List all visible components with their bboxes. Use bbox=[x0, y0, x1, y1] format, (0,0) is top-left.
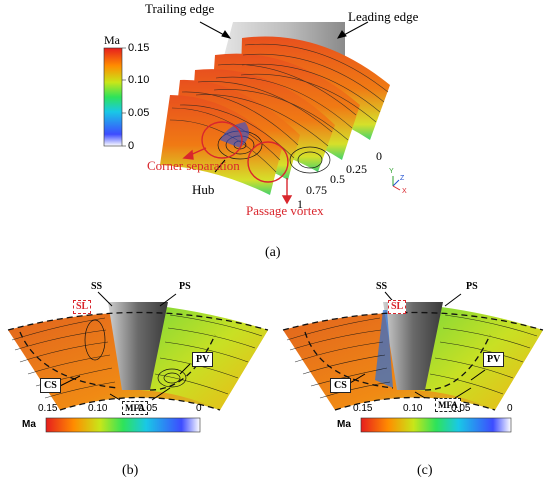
axis-triad bbox=[392, 176, 401, 191]
ss-label: SS bbox=[91, 281, 103, 292]
panel-a-figure bbox=[103, 21, 401, 205]
colorbar-tick: 0.10 bbox=[88, 403, 108, 414]
legend-tick: 0.10 bbox=[128, 74, 150, 86]
panel-c-figure bbox=[282, 291, 544, 433]
legend-title: Ma bbox=[104, 33, 120, 47]
station-label: 1 bbox=[297, 197, 303, 211]
corner-separation-circle bbox=[201, 121, 243, 159]
ss-label: SS bbox=[376, 281, 388, 292]
blade bbox=[108, 302, 168, 390]
colorbar-tick: 0.05 bbox=[451, 403, 471, 414]
axis-x-label: X bbox=[402, 188, 407, 195]
ps-label: PS bbox=[466, 281, 478, 292]
leading-edge-label: Leading edge bbox=[348, 9, 419, 24]
station-label: 0 bbox=[376, 149, 382, 163]
sl-label: SL bbox=[388, 300, 407, 314]
legend-tick: 0 bbox=[128, 140, 135, 152]
passage-vortex-circle bbox=[247, 141, 289, 183]
ma-colorbar bbox=[45, 417, 201, 433]
axis-z-label: Z bbox=[400, 175, 405, 182]
caption-a: (a) bbox=[265, 245, 281, 260]
blade bbox=[383, 302, 443, 390]
legend-colorbar bbox=[103, 47, 123, 147]
panel-b: SS PS SL PV CS MFA 0.15 0.10 0.05 0 Ma (… bbox=[0, 270, 275, 481]
caption-b: (b) bbox=[122, 463, 139, 478]
colorbar-tick: 0.15 bbox=[38, 403, 58, 414]
station-label: 0.5 bbox=[330, 172, 345, 186]
cs-label: CS bbox=[40, 378, 61, 393]
colorbar-tick: 0 bbox=[196, 403, 202, 414]
pv-label: PV bbox=[483, 352, 505, 367]
mfa-label: MFA bbox=[122, 401, 148, 415]
colorbar-tick: 0 bbox=[507, 403, 513, 414]
colorbar-tick: 0.05 bbox=[138, 403, 158, 414]
legend-tick: 0.05 bbox=[128, 107, 150, 119]
legend-tick: 0.15 bbox=[128, 42, 150, 54]
caption-c: (c) bbox=[417, 463, 433, 478]
panel-c: SS PS SL PV CS MFA 0.15 0.10 0.05 0 Ma (… bbox=[275, 270, 550, 481]
hub-label: Hub bbox=[192, 182, 215, 197]
station-label: 0.25 bbox=[346, 162, 367, 176]
cs-label: CS bbox=[330, 378, 351, 393]
colorbar-tick: 0.10 bbox=[403, 403, 423, 414]
colorbar-title: Ma bbox=[337, 419, 351, 430]
sl-label: SL bbox=[73, 300, 92, 314]
colorbar-tick: 0.15 bbox=[353, 403, 373, 414]
station-label: 0.75 bbox=[306, 183, 327, 197]
passage-vortex-label: Passage vortex bbox=[246, 203, 324, 218]
colorbar-title: Ma bbox=[22, 419, 36, 430]
corner-separation-label: Corner separation bbox=[147, 158, 240, 173]
pv-label: PV bbox=[192, 352, 214, 367]
trailing-edge-label: Trailing edge bbox=[145, 1, 215, 16]
cross-sections bbox=[160, 36, 390, 195]
ps-label: PS bbox=[179, 281, 191, 292]
mfa-label: MFA bbox=[435, 398, 461, 412]
panel-a: Ma 0.15 0.10 0.05 0 Trailing edge Leadin… bbox=[103, 1, 419, 260]
axis-y-label: Y bbox=[389, 168, 394, 175]
ma-colorbar bbox=[360, 417, 512, 433]
